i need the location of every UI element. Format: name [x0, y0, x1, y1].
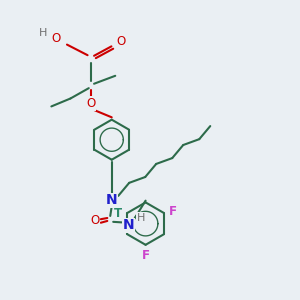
- Text: T: T: [114, 206, 122, 220]
- Text: N: N: [123, 218, 134, 233]
- Text: O: O: [117, 35, 126, 48]
- Text: O: O: [52, 32, 61, 45]
- Text: F: F: [169, 205, 177, 218]
- Text: H: H: [137, 213, 145, 223]
- Text: F: F: [142, 249, 150, 262]
- Text: O: O: [86, 97, 96, 110]
- Text: H: H: [39, 28, 48, 38]
- Text: N: N: [106, 193, 118, 207]
- Text: O: O: [90, 214, 100, 227]
